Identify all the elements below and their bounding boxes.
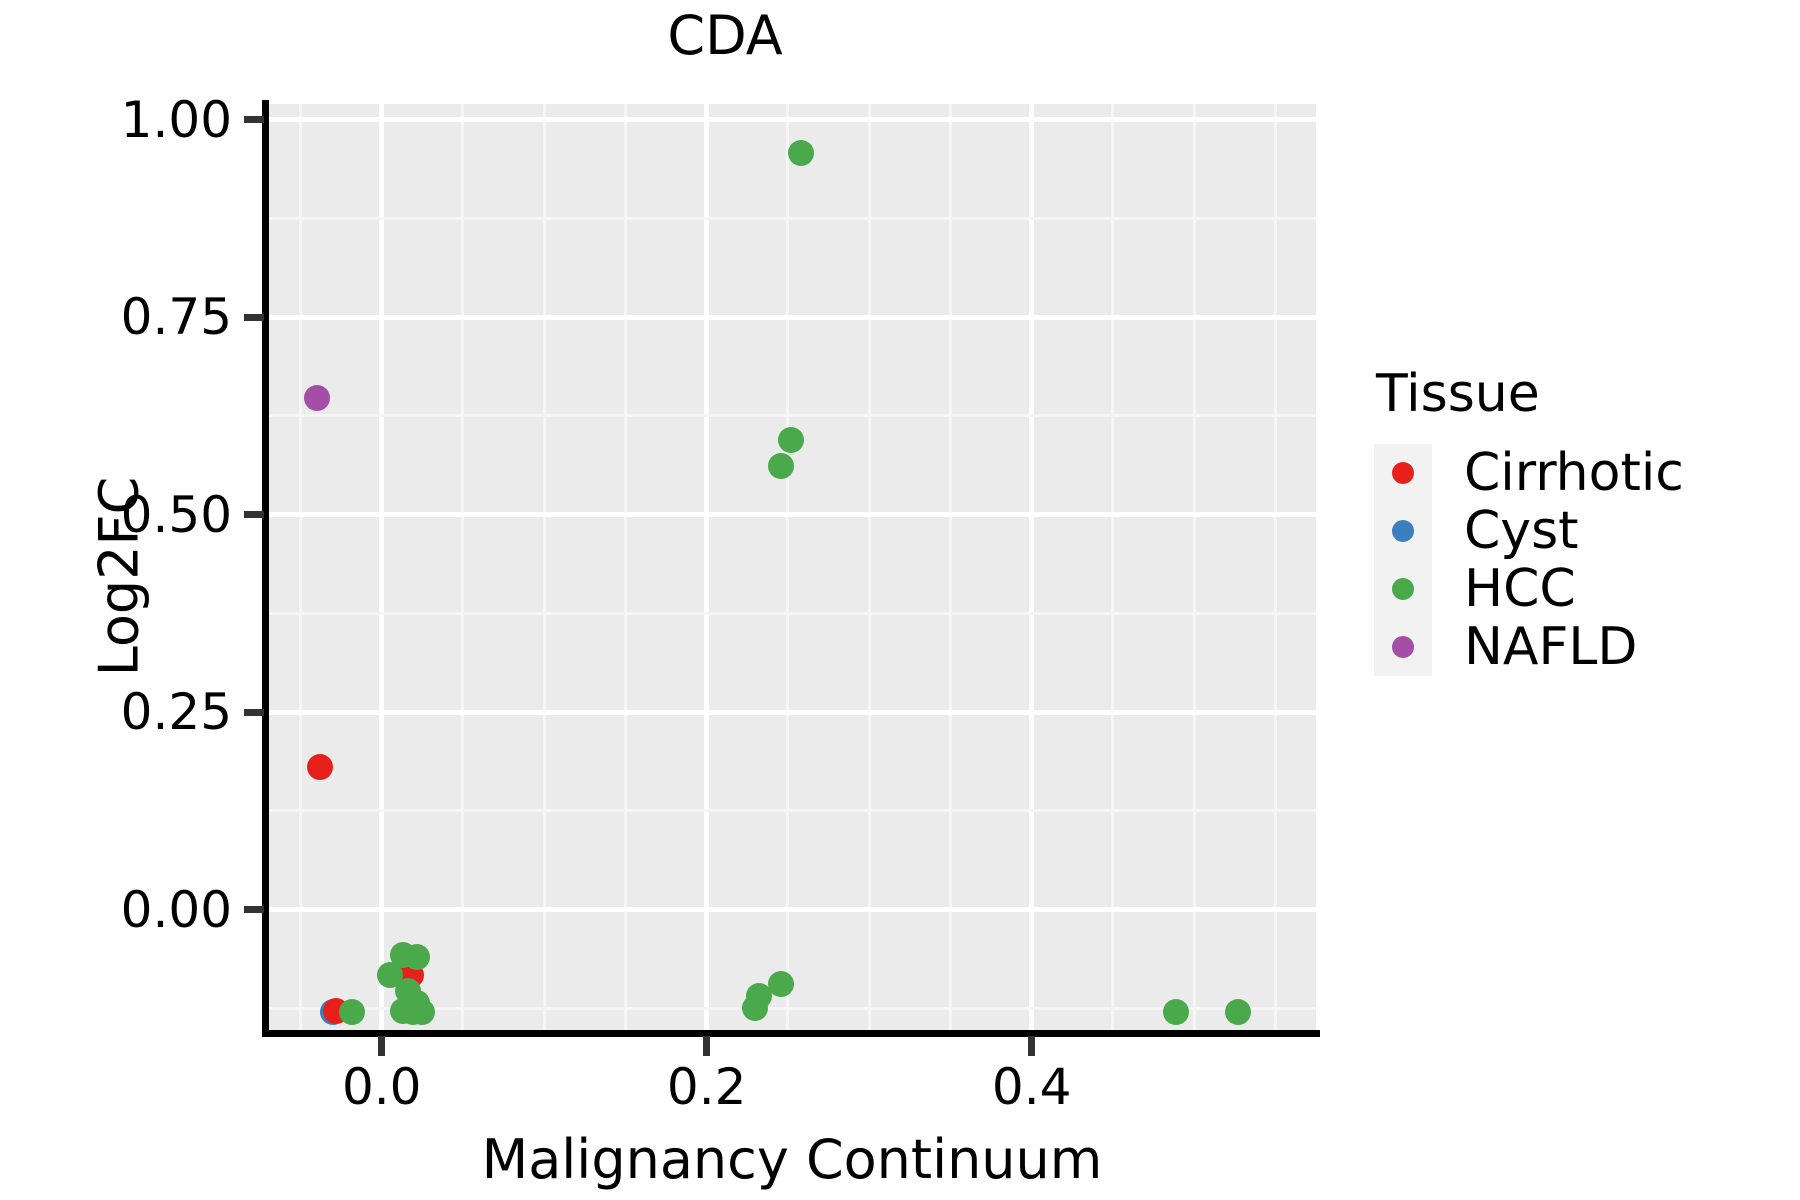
gridline-major-x bbox=[704, 104, 710, 1032]
x-tick-mark bbox=[378, 1036, 386, 1056]
y-tick-mark bbox=[244, 708, 264, 716]
legend-items: Cirrhotic Cyst HCC NAFLD bbox=[1374, 444, 1794, 676]
legend-item-cirrhotic[interactable]: Cirrhotic bbox=[1374, 444, 1794, 502]
data-point-hcc bbox=[742, 995, 769, 1022]
gridline-minor-x bbox=[948, 104, 952, 1032]
gridline-minor-x bbox=[623, 104, 627, 1032]
gridline-major-y bbox=[268, 907, 1316, 913]
y-tick-label: 0.75 bbox=[120, 288, 232, 347]
gridline-minor-y bbox=[268, 414, 1316, 418]
legend: Tissue Cirrhotic Cyst HCC NAFLD bbox=[1374, 368, 1794, 676]
page-title: CDA bbox=[667, 4, 783, 67]
legend-item-cyst[interactable]: Cyst bbox=[1374, 502, 1794, 560]
y-tick-label: 1.00 bbox=[120, 90, 232, 149]
gridline-major-y bbox=[268, 117, 1316, 123]
gridline-minor-x bbox=[1273, 104, 1277, 1032]
legend-dot-icon bbox=[1392, 578, 1414, 600]
gridline-major-y bbox=[268, 512, 1316, 518]
x-tick-label: 0.2 bbox=[666, 1058, 747, 1116]
legend-title: Tissue bbox=[1376, 364, 1540, 424]
gridline-major-y bbox=[268, 709, 1316, 715]
legend-item-label: Cyst bbox=[1464, 501, 1579, 561]
gridline-minor-y bbox=[268, 217, 1316, 221]
legend-item-label: NAFLD bbox=[1464, 617, 1638, 677]
gridline-minor-x bbox=[1192, 104, 1196, 1032]
gridline-major-x bbox=[1029, 104, 1035, 1032]
data-point-hcc bbox=[409, 999, 436, 1026]
plot-panel bbox=[268, 104, 1316, 1032]
legend-dot-icon bbox=[1392, 462, 1414, 484]
legend-key-swatch bbox=[1374, 502, 1432, 560]
legend-key-swatch bbox=[1374, 444, 1432, 502]
gridline-minor-x bbox=[867, 104, 871, 1032]
x-tick-mark bbox=[1028, 1036, 1036, 1056]
gridline-minor-x bbox=[542, 104, 546, 1032]
y-tick-label: 0.25 bbox=[120, 683, 232, 742]
gridline-minor-y bbox=[268, 1006, 1316, 1010]
legend-item-nafld[interactable]: NAFLD bbox=[1374, 618, 1794, 676]
legend-key-swatch bbox=[1374, 560, 1432, 618]
gridline-minor-x bbox=[1111, 104, 1115, 1032]
y-axis-line bbox=[262, 100, 269, 1036]
gridline-minor-x bbox=[298, 104, 302, 1032]
legend-key-swatch bbox=[1374, 618, 1432, 676]
y-tick-label: 0.50 bbox=[120, 485, 232, 544]
legend-item-label: Cirrhotic bbox=[1464, 443, 1684, 503]
y-tick-mark bbox=[244, 116, 264, 124]
x-tick-label: 0.4 bbox=[991, 1058, 1072, 1116]
y-tick-mark bbox=[244, 511, 264, 519]
y-tick-mark bbox=[244, 906, 264, 914]
data-point-nafld bbox=[303, 384, 330, 411]
gridline-minor-y bbox=[268, 809, 1316, 813]
gridline-minor-y bbox=[268, 611, 1316, 615]
y-tick-mark bbox=[244, 313, 264, 321]
x-axis-title: Malignancy Continuum bbox=[481, 1128, 1103, 1191]
data-point-hcc bbox=[787, 139, 814, 166]
gridline-minor-x bbox=[786, 104, 790, 1032]
data-point-hcc bbox=[1163, 999, 1190, 1026]
y-tick-label: 0.00 bbox=[120, 880, 232, 939]
legend-dot-icon bbox=[1392, 520, 1414, 542]
data-point-hcc bbox=[768, 452, 795, 479]
data-point-hcc bbox=[339, 999, 366, 1026]
x-axis-line bbox=[262, 1030, 1320, 1037]
data-point-hcc bbox=[778, 427, 805, 454]
y-axis-title: Log2FC bbox=[87, 476, 151, 677]
legend-dot-icon bbox=[1392, 636, 1414, 658]
x-tick-mark bbox=[703, 1036, 711, 1056]
data-point-hcc bbox=[768, 970, 795, 997]
gridline-major-x bbox=[379, 104, 385, 1032]
x-tick-label: 0.0 bbox=[341, 1058, 422, 1116]
legend-item-label: HCC bbox=[1464, 559, 1576, 619]
data-point-hcc bbox=[404, 943, 431, 970]
legend-item-hcc[interactable]: HCC bbox=[1374, 560, 1794, 618]
gridline-major-y bbox=[268, 314, 1316, 320]
gridline-minor-x bbox=[461, 104, 465, 1032]
data-point-cirrhotic bbox=[306, 754, 333, 781]
data-point-hcc bbox=[1225, 999, 1251, 1026]
